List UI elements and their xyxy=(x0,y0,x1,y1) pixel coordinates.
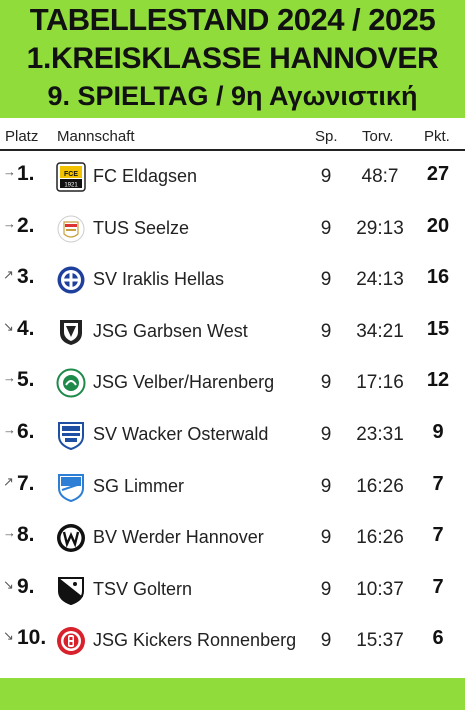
team-name: JSG Velber/Harenberg xyxy=(93,372,275,393)
table-row: ↗ 3. SV Iraklis Hellas 9 24:13 16 xyxy=(0,255,465,307)
team-name: BV Werder Hannover xyxy=(93,527,264,548)
col-pkt: Pkt. xyxy=(424,128,450,145)
goal-ratio: 15:37 xyxy=(356,630,404,652)
arrow-right-icon: → xyxy=(3,525,16,541)
team-name: FC Eldagsen xyxy=(93,166,198,186)
points: 6 xyxy=(432,627,444,650)
points: 12 xyxy=(426,369,450,392)
rank: 9. xyxy=(17,574,35,598)
games-played: 9 xyxy=(320,475,332,497)
points: 7 xyxy=(432,472,444,495)
table-row: → 8. BV Werder Hannover 9 16:26 7 xyxy=(0,513,465,565)
rank: 1. xyxy=(17,162,35,185)
rank: 2. xyxy=(17,213,35,237)
points: 20 xyxy=(426,214,450,237)
team-name: SV Iraklis Hellas xyxy=(93,269,225,290)
col-platz: Platz xyxy=(5,128,39,145)
tsv-goltern-logo xyxy=(56,575,86,605)
arrow-down-icon: ↘ xyxy=(3,318,14,334)
games-played: 9 xyxy=(320,424,332,445)
rank: 8. xyxy=(17,523,35,547)
col-torv: Torv. xyxy=(362,128,394,145)
arrow-up-icon: ↗ xyxy=(3,267,14,283)
goal-ratio: 17:16 xyxy=(356,372,404,394)
goal-ratio: 29:13 xyxy=(356,217,404,239)
games-played: 9 xyxy=(320,578,332,600)
table-row: → 1. FCE 1921 FC Eldagsen 9 48:7 27 xyxy=(0,152,465,204)
team-name: JSG Kickers Ronnenberg xyxy=(93,630,297,651)
svg-text:1921: 1921 xyxy=(64,183,78,189)
rank: 10. xyxy=(17,626,47,650)
league-title: 1.KREISKLASSE HANNOVER xyxy=(26,42,439,75)
games-played: 9 xyxy=(320,217,332,239)
goal-ratio: 48:7 xyxy=(361,166,399,187)
goal-ratio: 10:37 xyxy=(356,578,404,600)
col-mannschaft: Mannschaft xyxy=(57,128,135,145)
table-row: → 6. SV Wacker Osterwald 9 23:31 9 xyxy=(0,410,465,462)
team-name: SG Limmer xyxy=(93,475,185,496)
tus-seelze-logo xyxy=(56,214,86,244)
matchday-title: 9. SPIELTAG / 9η Αγωνιστική xyxy=(47,81,418,111)
svg-text:FCE: FCE xyxy=(64,171,78,178)
goal-ratio: 34:21 xyxy=(356,320,404,342)
arrow-down-icon: ↘ xyxy=(3,628,14,644)
sg-limmer-logo xyxy=(56,472,86,502)
footer-banner xyxy=(0,678,465,710)
rank: 4. xyxy=(17,316,35,340)
team-name: SV Wacker Osterwald xyxy=(93,424,269,444)
arrow-up-icon: ↗ xyxy=(3,473,14,489)
col-sp: Sp. xyxy=(315,128,338,145)
rank: 6. xyxy=(17,420,35,443)
arrow-right-icon: → xyxy=(3,422,16,437)
rank: 3. xyxy=(17,265,35,289)
sv-wacker-osterwald-logo xyxy=(56,420,86,451)
arrow-right-icon: → xyxy=(3,215,16,231)
sv-iraklis-hellas-logo xyxy=(56,265,86,295)
jsg-garbsen-west-logo xyxy=(56,317,86,347)
table-row: → 2. TUS Seelze 9 29:13 20 xyxy=(0,204,465,256)
team-name: JSG Garbsen West xyxy=(93,320,248,341)
games-played: 9 xyxy=(320,166,332,187)
games-played: 9 xyxy=(320,320,332,342)
games-played: 9 xyxy=(320,372,332,394)
arrow-right-icon: → xyxy=(3,164,16,179)
games-played: 9 xyxy=(320,269,332,291)
season-title: TABELLESTAND 2024 / 2025 xyxy=(29,2,436,37)
goal-ratio: 16:26 xyxy=(356,475,404,497)
points: 27 xyxy=(426,163,450,185)
team-name: TUS Seelze xyxy=(93,217,190,238)
games-played: 9 xyxy=(320,527,332,549)
goal-ratio: 16:26 xyxy=(356,527,404,549)
table-header: Platz Mannschaft Sp. Torv. Pkt. xyxy=(0,126,465,150)
table-row: ↘ 9. TSV Goltern 9 10:37 7 xyxy=(0,565,465,617)
table-row: → 5. JSG Velber/Harenberg 9 17:16 12 xyxy=(0,358,465,410)
bv-werder-hannover-logo xyxy=(56,523,86,553)
goal-ratio: 23:31 xyxy=(356,424,404,445)
points: 9 xyxy=(432,421,444,443)
points: 15 xyxy=(426,317,450,340)
header-divider xyxy=(0,149,465,151)
team-name: TSV Goltern xyxy=(93,578,193,599)
arrow-down-icon: ↘ xyxy=(3,576,14,592)
rank: 5. xyxy=(17,368,35,392)
games-played: 9 xyxy=(320,630,332,652)
table-row: ↘ 10. JSG Kickers Ronnenberg 9 15:37 6 xyxy=(0,616,465,668)
points: 7 xyxy=(432,575,444,598)
fc-eldagsen-logo: FCE 1921 xyxy=(56,162,86,192)
rank: 7. xyxy=(17,471,35,495)
goal-ratio: 24:13 xyxy=(356,269,404,291)
header-banner: TABELLESTAND 2024 / 2025 1.KREISKLASSE H… xyxy=(0,0,465,118)
jsg-velber-harenberg-logo xyxy=(56,368,86,398)
points: 16 xyxy=(426,266,450,289)
points: 7 xyxy=(432,524,444,547)
table-row: ↗ 7. SG Limmer 9 16:26 7 xyxy=(0,462,465,514)
jsg-kickers-ronnenberg-logo xyxy=(56,626,86,656)
table-row: ↘ 4. JSG Garbsen West 9 34:21 15 xyxy=(0,307,465,359)
arrow-right-icon: → xyxy=(3,370,16,386)
